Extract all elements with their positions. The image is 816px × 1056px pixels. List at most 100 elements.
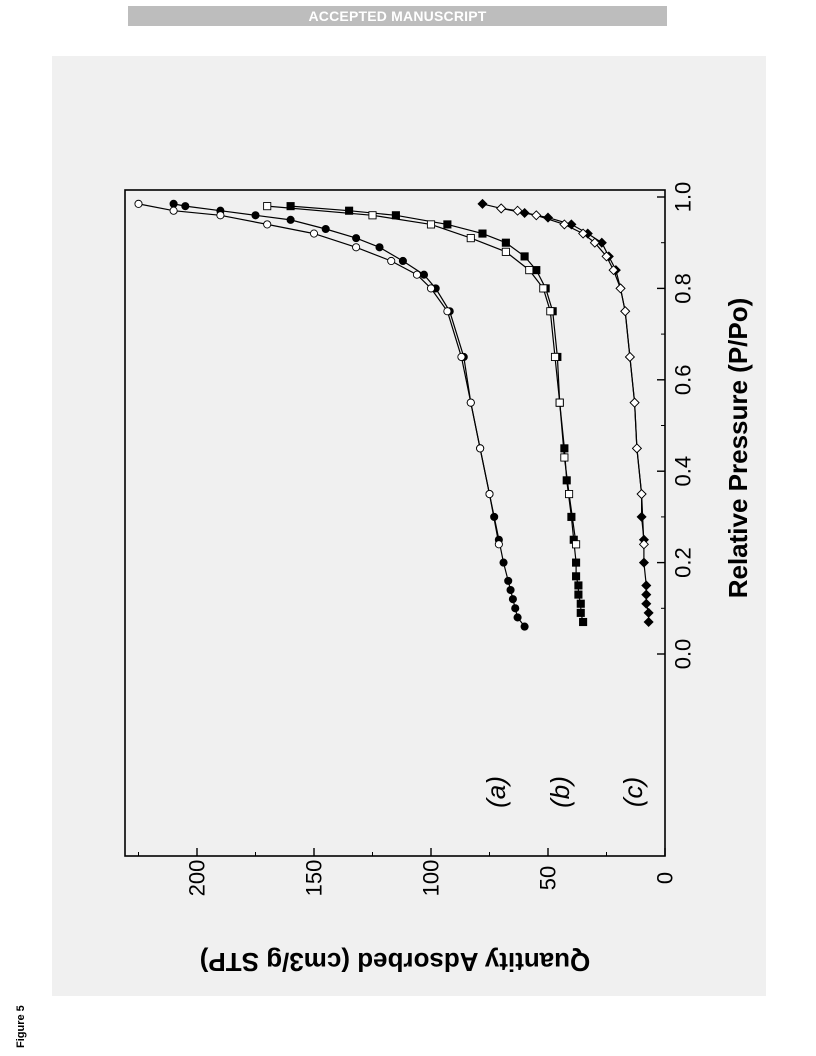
data-point xyxy=(375,243,384,252)
data-point xyxy=(391,211,400,220)
data-point xyxy=(263,202,272,211)
x-tick-label: 0.6 xyxy=(671,365,696,396)
data-point xyxy=(608,265,619,276)
data-point xyxy=(508,595,517,604)
series-b-filled xyxy=(286,202,588,627)
data-point xyxy=(636,511,647,522)
data-point xyxy=(641,589,652,600)
data-point xyxy=(398,256,407,266)
data-point xyxy=(476,444,485,453)
axis-layer: 0.0 0.2 0.4 0.6 0.8 1.0 0 50 100 150 200 Relative P… xyxy=(138,182,753,977)
data-point xyxy=(546,307,555,316)
data-point xyxy=(555,398,564,407)
data-point xyxy=(501,247,510,256)
data-point xyxy=(412,270,422,279)
data-point xyxy=(539,284,548,293)
data-point xyxy=(532,266,541,275)
data-point xyxy=(419,270,429,279)
data-point xyxy=(216,211,225,220)
data-point xyxy=(477,198,488,209)
x-tick-label: 0.8 xyxy=(671,273,696,304)
data-point xyxy=(631,443,642,454)
data-point xyxy=(251,211,260,220)
y-axis-title: Quantity Adsorbed (cm3/g STP) xyxy=(200,947,591,977)
data-point xyxy=(574,590,583,599)
plot-frame xyxy=(124,189,666,857)
data-point xyxy=(629,397,640,408)
curve-annotation: (b) xyxy=(545,776,575,808)
data-point xyxy=(620,306,631,317)
data-point xyxy=(615,283,626,294)
data-point xyxy=(263,220,272,229)
data-point xyxy=(309,229,319,238)
data-point xyxy=(387,256,396,266)
series-line xyxy=(173,203,526,627)
data-point xyxy=(636,489,647,500)
data-point xyxy=(513,613,522,622)
data-point xyxy=(572,540,581,549)
data-point xyxy=(596,237,607,248)
data-point xyxy=(506,585,515,595)
data-point xyxy=(496,203,507,214)
data-point xyxy=(501,238,510,247)
data-point xyxy=(641,598,652,609)
y-tick-label: 200 xyxy=(185,860,210,897)
data-point xyxy=(352,243,361,252)
data-point xyxy=(368,211,377,220)
data-point xyxy=(578,228,589,239)
data-point xyxy=(345,206,354,215)
data-point xyxy=(601,251,612,262)
data-point xyxy=(566,219,577,230)
data-point xyxy=(572,572,581,581)
data-point xyxy=(478,229,487,238)
data-point xyxy=(426,284,436,293)
series-a-open xyxy=(134,199,503,549)
data-point xyxy=(466,234,475,243)
data-point xyxy=(499,558,508,567)
data-point xyxy=(443,220,452,229)
data-point xyxy=(520,622,529,631)
x-tick-label: 0.2 xyxy=(671,547,696,578)
data-point xyxy=(520,252,529,261)
data-point xyxy=(624,351,635,362)
data-point xyxy=(565,490,574,499)
series-line xyxy=(138,203,500,545)
data-point xyxy=(579,617,588,627)
data-point xyxy=(559,219,570,230)
data-point xyxy=(643,616,654,628)
series-c-open xyxy=(496,203,649,550)
data-point xyxy=(550,352,560,362)
data-point xyxy=(560,453,569,462)
series-line xyxy=(267,205,577,545)
data-point xyxy=(494,540,503,549)
data-point xyxy=(181,202,190,211)
data-point xyxy=(512,205,523,216)
data-point xyxy=(574,581,583,590)
data-point xyxy=(511,604,520,613)
data-point xyxy=(525,266,534,275)
data-point xyxy=(572,558,581,567)
data-point xyxy=(504,576,513,585)
data-point xyxy=(638,557,649,568)
data-point xyxy=(286,202,295,211)
data-point xyxy=(638,539,649,550)
data-point xyxy=(576,608,585,617)
data-point xyxy=(321,224,330,234)
data-point xyxy=(641,580,652,591)
curve-annotation: (a) xyxy=(481,776,511,808)
series-a-filled xyxy=(169,199,529,631)
data-point xyxy=(169,206,178,215)
manuscript-banner: ACCEPTED MANUSCRIPT xyxy=(128,6,667,26)
series-line xyxy=(482,203,650,622)
data-point xyxy=(134,199,143,208)
data-point xyxy=(457,352,466,362)
y-tick-label: 50 xyxy=(536,866,561,890)
data-point xyxy=(352,234,361,243)
data-point xyxy=(169,199,178,208)
data-point xyxy=(443,307,452,316)
data-point xyxy=(466,398,475,407)
y-tick-label: 0 xyxy=(653,872,678,884)
x-tick-label: 0.0 xyxy=(671,639,696,670)
series-layer xyxy=(134,198,654,631)
data-point xyxy=(576,599,585,608)
